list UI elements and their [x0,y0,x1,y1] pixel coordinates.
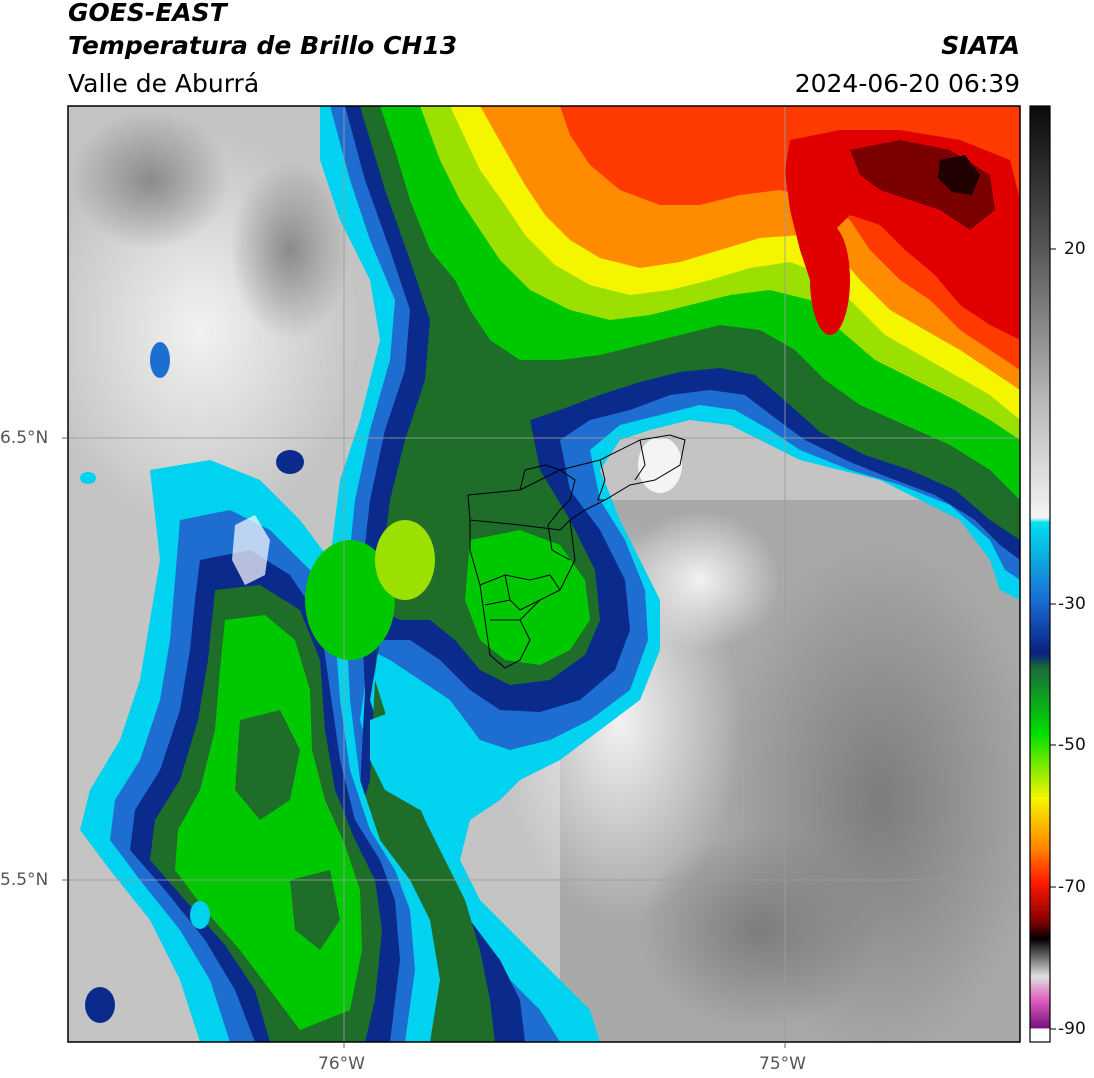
agency-label: SIATA [941,31,1020,60]
colorbar-tick-minus50: -50 [1058,735,1086,755]
lon-label-75: 75°W [759,1054,806,1074]
municipality-boundaries [467,434,686,669]
colorbar-tick-minus90: -90 [1058,1019,1086,1039]
northern-cloud-mass [300,106,1020,1042]
lon-label-76: 76°W [318,1054,365,1074]
southwestern-cloud-band [80,460,470,1042]
lat-label-6-5: 6.5°N [0,428,49,448]
product-title: Temperatura de Brillo CH13 [68,31,458,60]
satellite-title: GOES-EAST [68,0,227,27]
map-frame [67,105,1021,1043]
colorbar-tick-minus70: -70 [1058,877,1086,897]
region-subtitle: Valle de Aburrá [68,69,260,98]
colorbar-tick-minus30: -30 [1058,594,1086,614]
colorbar [1029,105,1056,1043]
timestamp-label: 2024-06-20 06:39 [794,69,1020,98]
colorbar-tick-20: 20 [1064,239,1086,259]
graticule [68,106,1020,1042]
lat-label-5-5: 5.5°N [0,870,49,890]
